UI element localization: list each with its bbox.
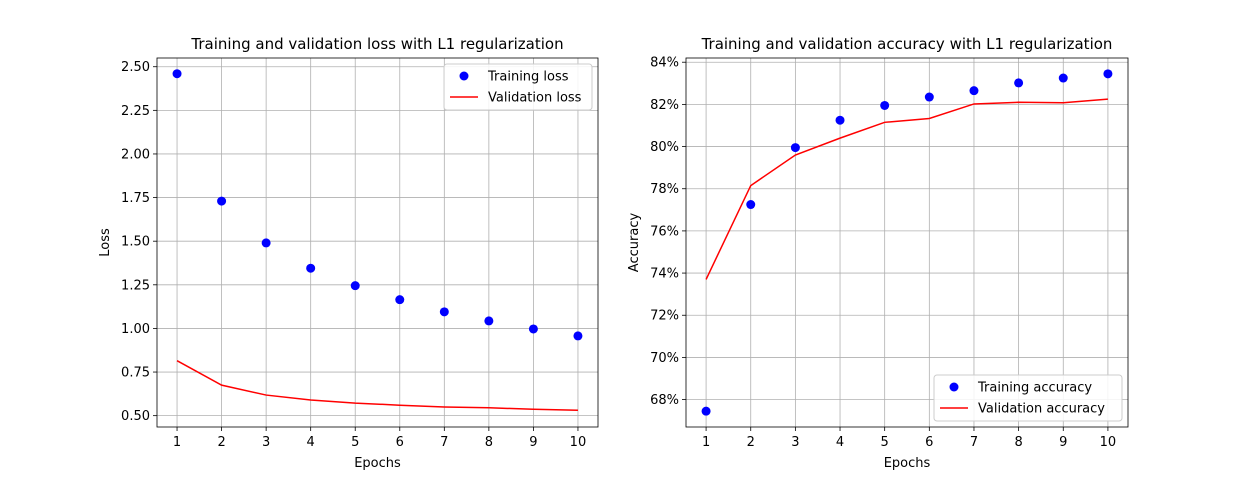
data-point xyxy=(1103,69,1113,79)
x-tick-label: 9 xyxy=(1059,435,1067,450)
x-tick-label: 6 xyxy=(925,435,933,450)
legend-box xyxy=(933,374,1123,422)
y-tick-label: 82% xyxy=(650,98,679,113)
data-point xyxy=(484,316,494,326)
legend-label: Validation loss xyxy=(488,91,582,106)
data-point xyxy=(1058,73,1068,83)
data-point xyxy=(835,115,845,125)
legend-marker-swatch xyxy=(949,382,959,392)
series-line xyxy=(176,360,578,411)
y-axis-label: Loss xyxy=(98,228,113,257)
x-tick-label: 8 xyxy=(1014,435,1022,450)
x-tick-label: 4 xyxy=(836,435,844,450)
data-point xyxy=(701,406,711,416)
x-tick-label: 5 xyxy=(881,435,889,450)
y-tick-label: 68% xyxy=(650,393,679,408)
x-tick-label: 10 xyxy=(570,435,587,450)
y-tick-label: 1.00 xyxy=(121,322,150,337)
legend: Training accuracy Validation accuracy xyxy=(933,374,1123,422)
axes-frame xyxy=(156,57,599,428)
chart-title: Training and validation loss with L1 reg… xyxy=(190,35,563,53)
legend-box xyxy=(443,63,593,111)
x-tick-label: 9 xyxy=(529,435,537,450)
data-point xyxy=(746,200,756,210)
data-point xyxy=(306,263,316,273)
data-point xyxy=(880,100,890,110)
y-tick-label: 0.75 xyxy=(121,366,150,381)
y-tick-label: 0.50 xyxy=(121,409,150,424)
x-tick-label: 7 xyxy=(440,435,448,450)
y-tick-label: 80% xyxy=(650,140,679,155)
y-tick-label: 2.25 xyxy=(121,104,150,119)
x-tick-label: 2 xyxy=(217,435,225,450)
x-tick-label: 7 xyxy=(970,435,978,450)
legend-label: Training accuracy xyxy=(977,381,1092,396)
x-tick-label: 1 xyxy=(702,435,710,450)
y-tick-label: 76% xyxy=(650,224,679,239)
x-tick-label: 4 xyxy=(307,435,315,450)
data-point xyxy=(924,92,934,102)
x-tick-label: 3 xyxy=(791,435,799,450)
series-line xyxy=(705,98,1108,280)
data-point xyxy=(395,295,405,305)
y-tick-label: 78% xyxy=(650,182,679,197)
x-tick-label: 3 xyxy=(262,435,270,450)
data-point xyxy=(350,281,360,291)
y-tick-label: 1.75 xyxy=(121,191,150,206)
data-point xyxy=(261,238,271,248)
x-tick-label: 5 xyxy=(351,435,359,450)
data-point xyxy=(528,324,538,334)
y-tick-label: 74% xyxy=(650,267,679,282)
chart-panel-1: 1 2 3 4 5 6 7 8 9 10 0.50 0.75 1.00 1.25 1.50 1.75 2.00 2… xyxy=(98,35,599,471)
legend-label: Validation accuracy xyxy=(978,402,1105,417)
y-axis-label: Accuracy xyxy=(627,213,642,273)
x-tick-label: 1 xyxy=(173,435,181,450)
x-tick-label: 6 xyxy=(396,435,404,450)
data-point xyxy=(172,69,182,79)
data-point xyxy=(790,143,800,153)
chart-title: Training and validation accuracy with L1… xyxy=(701,35,1113,53)
legend-label: Training loss xyxy=(487,70,569,85)
legend: Training loss Validation loss xyxy=(443,63,593,111)
y-tick-label: 72% xyxy=(650,309,679,324)
x-tick-label: 10 xyxy=(1100,435,1117,450)
data-point xyxy=(1014,78,1024,88)
y-tick-label: 2.00 xyxy=(121,147,150,162)
y-tick-label: 84% xyxy=(650,56,679,71)
chart-panel-2: 1 2 3 4 5 6 7 8 9 10 68% 70% 72% 74% 76% 78% 80% 82% 84% Tr… xyxy=(627,35,1129,471)
y-tick-label: 70% xyxy=(650,351,679,366)
data-point xyxy=(573,331,583,341)
data-point xyxy=(217,196,227,206)
x-tick-label: 8 xyxy=(485,435,493,450)
x-axis-label: Epochs xyxy=(884,456,931,471)
x-tick-label: 2 xyxy=(747,435,755,450)
axes-frame xyxy=(685,57,1129,428)
x-axis-label: Epochs xyxy=(354,456,401,471)
data-point xyxy=(439,307,449,317)
y-tick-label: 1.50 xyxy=(121,235,150,250)
y-tick-label: 2.50 xyxy=(121,60,150,75)
y-tick-label: 1.25 xyxy=(121,278,150,293)
data-point xyxy=(969,86,979,96)
legend-marker-swatch xyxy=(459,71,469,81)
